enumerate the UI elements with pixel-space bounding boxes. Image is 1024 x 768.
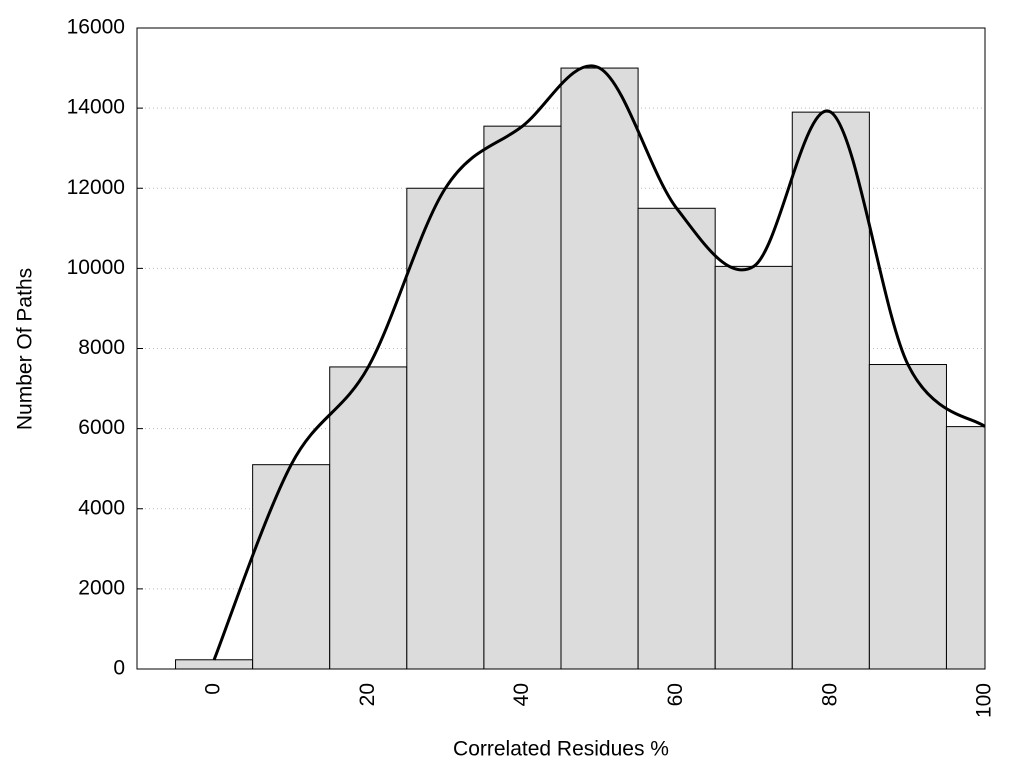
y-tick-label: 10000 [67, 256, 125, 279]
bar [868, 364, 947, 669]
x-tick-label: 40 [510, 683, 533, 706]
bar [714, 265, 793, 669]
bar [329, 366, 408, 669]
y-tick-label: 14000 [67, 96, 125, 119]
bar [637, 207, 716, 669]
y-tick-label: 0 [113, 657, 125, 680]
x-tick-label: 80 [818, 683, 841, 706]
y-axis-label: Number Of Paths [14, 268, 37, 430]
bar [483, 125, 562, 669]
x-tick-label: 0 [202, 683, 225, 695]
smooth-curve [212, 64, 985, 661]
bar [175, 659, 254, 669]
plot-frame [136, 27, 986, 670]
y-tick-label: 16000 [67, 16, 125, 39]
x-tick-label: 60 [664, 683, 687, 706]
y-tick-label: 6000 [78, 416, 125, 439]
y-tick-label: 12000 [67, 176, 125, 199]
bar [791, 111, 870, 669]
bar [406, 187, 485, 669]
y-tick-label: 4000 [78, 496, 125, 519]
y-tick-label: 2000 [78, 576, 125, 599]
y-tick-label: 8000 [78, 336, 125, 359]
x-axis-label: Correlated Residues % [453, 738, 669, 761]
plot-area [175, 64, 985, 669]
bar [560, 67, 639, 669]
x-tick-label: 100 [973, 683, 996, 718]
x-tick-label: 20 [356, 683, 379, 706]
bar [252, 464, 331, 669]
